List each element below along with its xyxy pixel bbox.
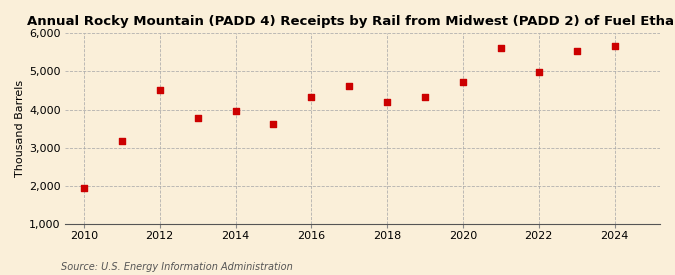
Point — [230, 109, 241, 114]
Point — [306, 95, 317, 100]
Point — [192, 116, 203, 120]
Text: Source: U.S. Energy Information Administration: Source: U.S. Energy Information Administ… — [61, 262, 292, 272]
Point — [382, 100, 393, 104]
Point — [609, 44, 620, 48]
Point — [571, 49, 582, 53]
Y-axis label: Thousand Barrels: Thousand Barrels — [15, 80, 25, 177]
Point — [78, 185, 89, 190]
Point — [533, 70, 544, 75]
Point — [155, 88, 165, 92]
Point — [268, 122, 279, 126]
Point — [495, 46, 506, 50]
Title: Annual Rocky Mountain (PADD 4) Receipts by Rail from Midwest (PADD 2) of Fuel Et: Annual Rocky Mountain (PADD 4) Receipts … — [28, 15, 675, 28]
Point — [420, 95, 431, 100]
Point — [116, 139, 127, 143]
Point — [344, 84, 354, 89]
Point — [458, 80, 468, 84]
